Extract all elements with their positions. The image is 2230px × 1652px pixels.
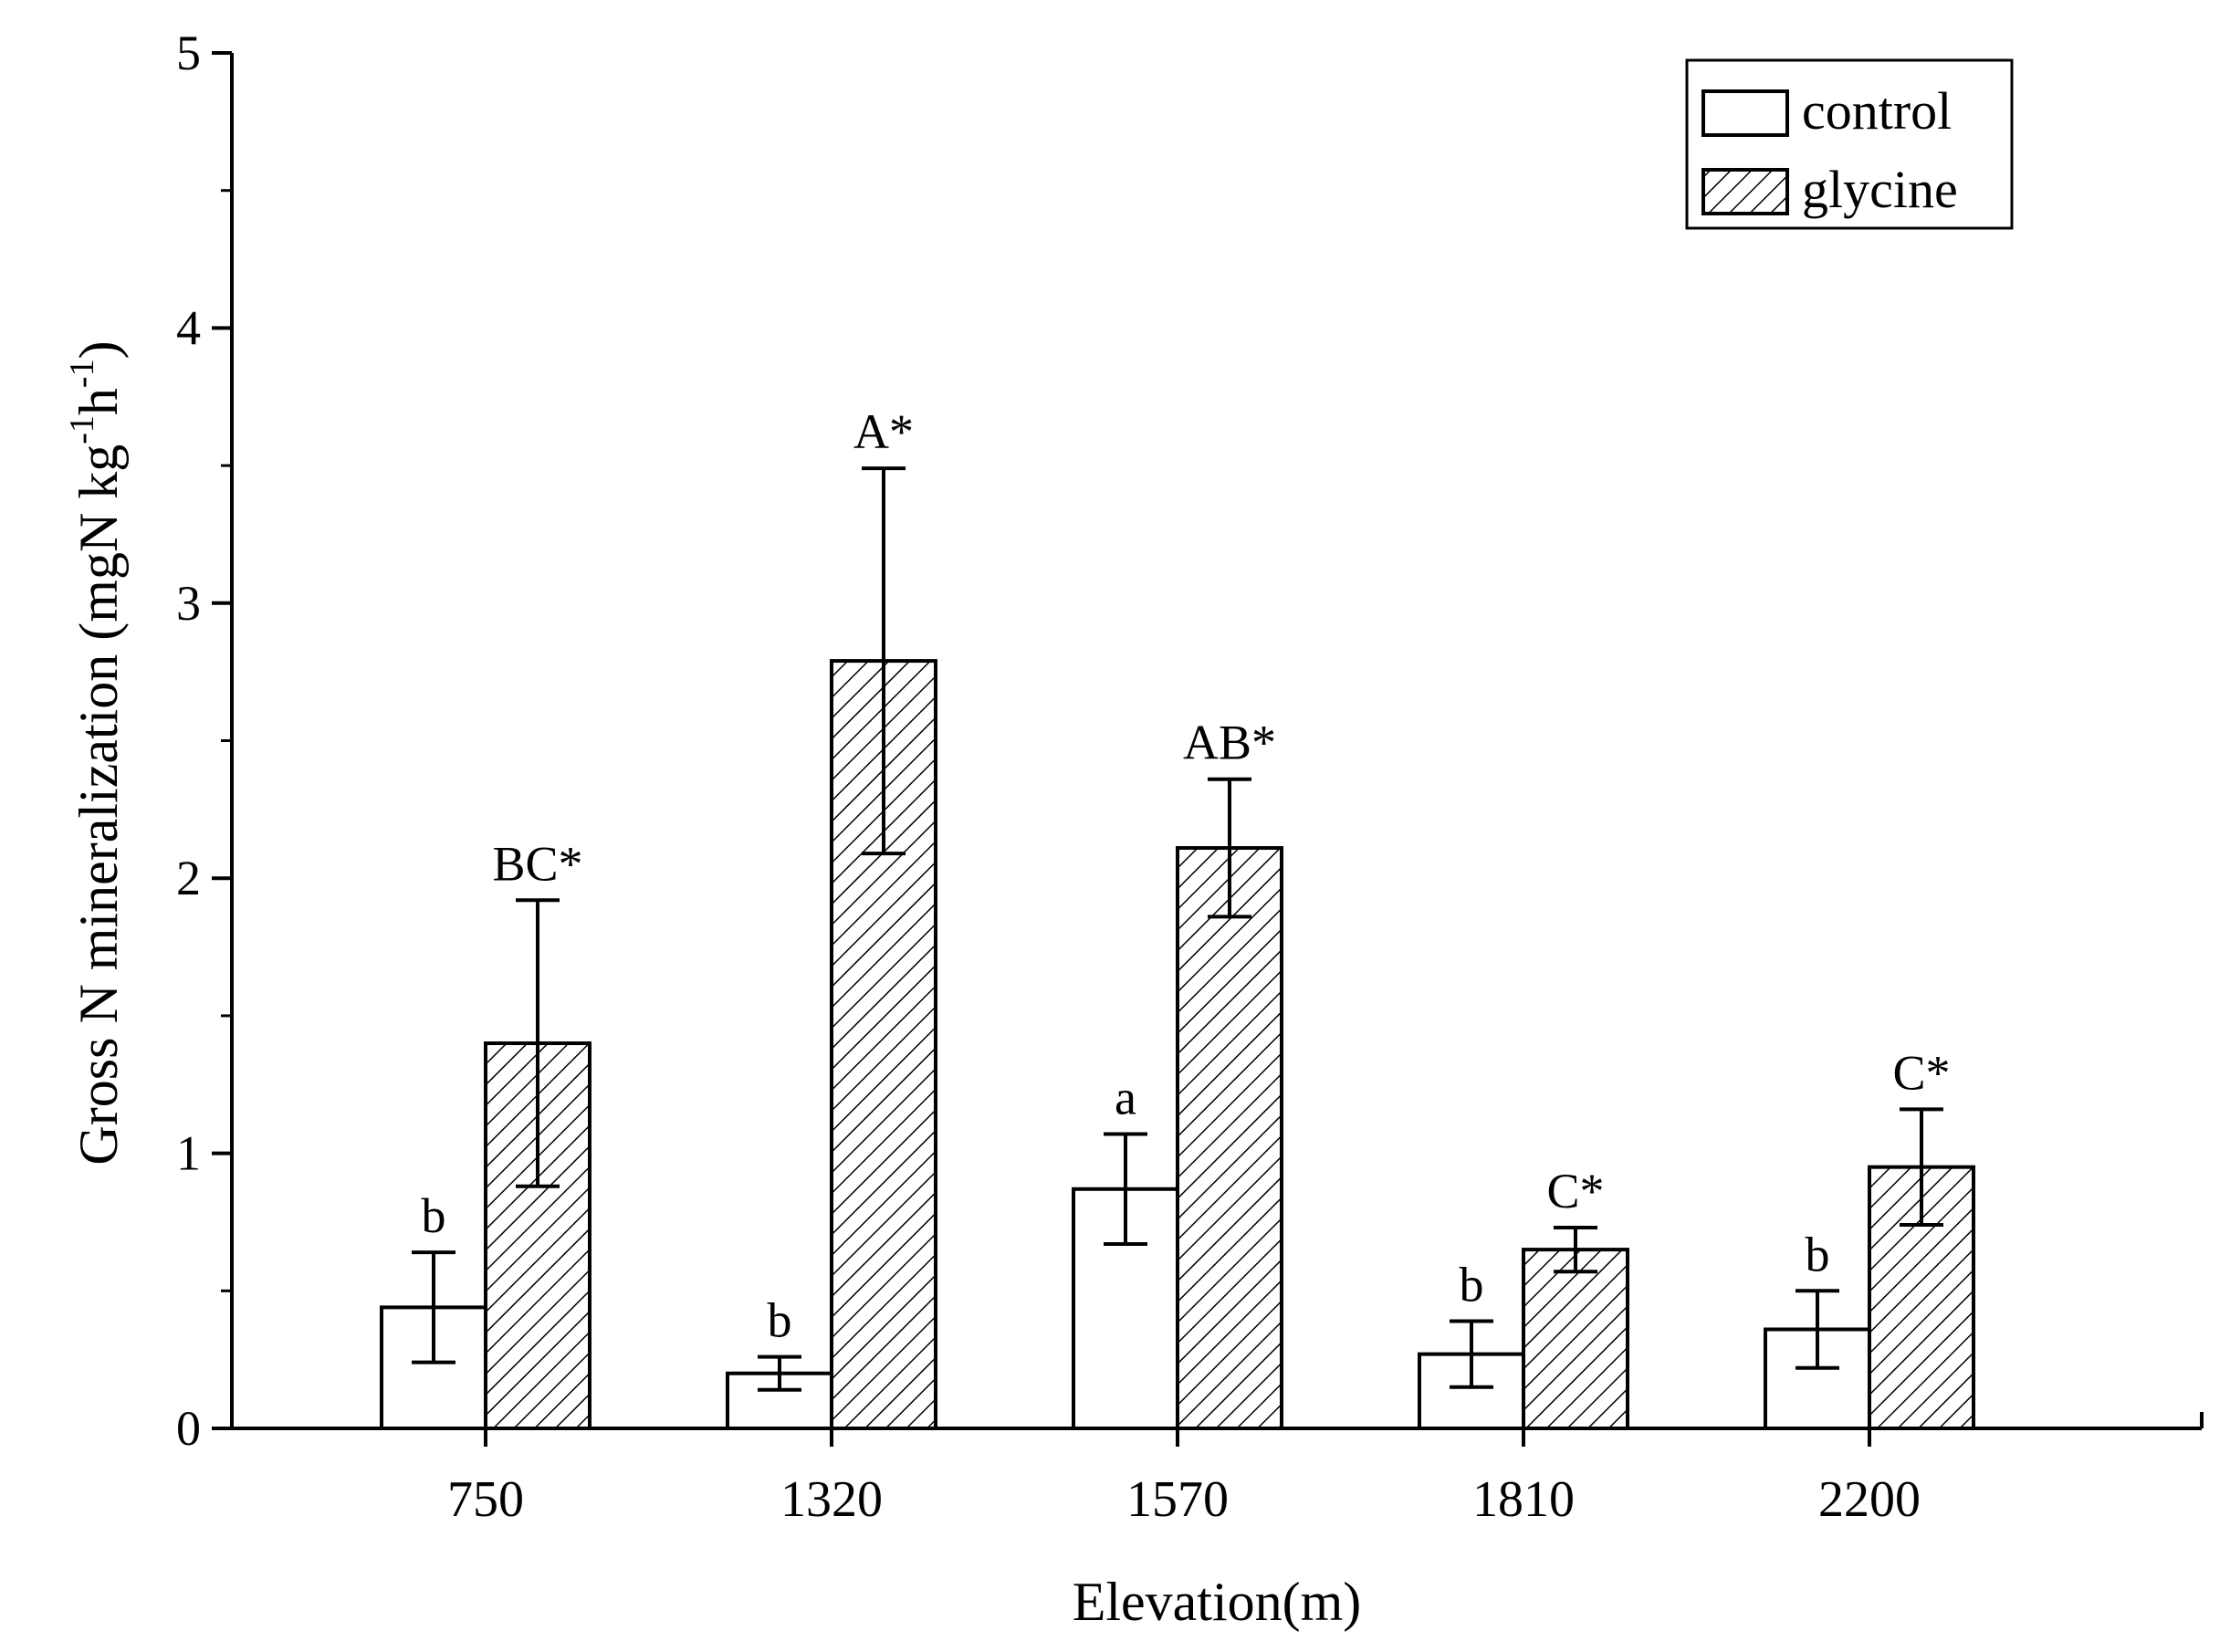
bar-glycine [1176,846,1283,1430]
x-tick-label: 1810 [1472,1471,1575,1528]
y-tick-label: 1 [176,1126,201,1181]
y-tick-label: 4 [176,300,201,355]
significance-label-control: b [1806,1227,1830,1281]
legend-swatch-control [1701,89,1789,137]
significance-labels-layer: b BC* b A* a AB* b C* b C* [422,404,1951,1348]
legend: control glycine [1685,58,2014,230]
x-tick-label: 1320 [780,1471,883,1528]
significance-label-glycine: C* [1892,1045,1950,1100]
x-axis-title: Elevation(m) [1073,1572,1362,1632]
y-axis-title: Gross N mineralization (mgN kg-1h-1) [63,340,129,1165]
bars-layer [380,659,1975,1431]
y-tick-label: 5 [176,26,201,80]
y-tick-label: 3 [176,576,201,631]
significance-label-glycine: BC* [492,836,582,891]
y-tick-label: 0 [176,1401,201,1456]
x-tick-label: 1570 [1126,1471,1229,1528]
significance-label-control: b [422,1188,446,1243]
significance-label-glycine: AB* [1183,716,1276,770]
legend-label-glycine: glycine [1802,160,1958,219]
x-tick-label: 750 [447,1471,524,1528]
significance-label-glycine: A* [853,404,914,459]
bar-control [380,1305,487,1431]
significance-label-control: b [1460,1257,1484,1312]
error-bars-layer [412,466,1943,1392]
bar-control [1072,1187,1179,1430]
y-tick-label: 2 [176,851,201,905]
significance-label-control: a [1115,1071,1136,1125]
legend-label-control: control [1802,81,1952,141]
y-axis-title-text: Gross N mineralization (mgN kg-1h-1) [63,340,129,1165]
legend-swatch-glycine [1701,168,1789,215]
significance-label-glycine: C* [1546,1164,1604,1218]
axes: 0 1 2 3 4 5 750 1320 1570 1810 2200 [176,26,2204,1528]
bar-glycine [1522,1248,1629,1430]
significance-label-control: b [768,1293,792,1348]
x-tick-label: 2200 [1818,1471,1921,1528]
